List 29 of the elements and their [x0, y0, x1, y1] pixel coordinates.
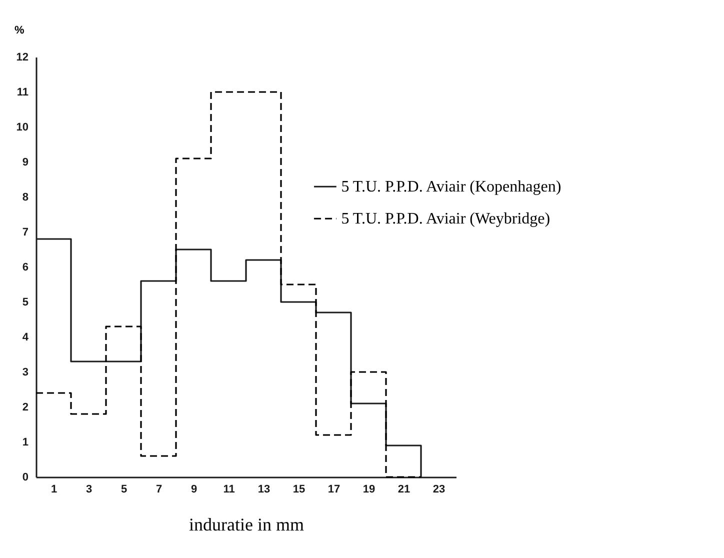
y-tick-label: 4: [22, 332, 30, 344]
y-axis-title: %: [14, 24, 24, 36]
x-tick-label: 11: [223, 484, 235, 496]
y-tick-label: 5: [22, 296, 28, 308]
y-tick-label: 8: [22, 192, 28, 204]
legend-label: 5 T.U. P.P.D. Aviair (Weybridge): [341, 210, 550, 228]
x-tick-label: 3: [86, 484, 92, 496]
y-tick-label: 9: [22, 156, 28, 168]
y-tick-label: 1: [22, 436, 28, 448]
x-tick-label: 1: [50, 484, 58, 496]
x-tick-label: 7: [156, 484, 162, 496]
x-tick-label: 15: [292, 484, 306, 496]
y-tick-label: 0: [22, 472, 28, 484]
x-tick-label: 5: [120, 484, 128, 496]
x-tick-label: 21: [398, 484, 410, 496]
x-tick-label: 13: [258, 484, 270, 496]
x-axis-title: induratie in mm: [189, 514, 304, 534]
y-tick-label: 10: [16, 122, 28, 134]
y-tick-label: 6: [22, 262, 28, 274]
x-tick-label: 17: [328, 484, 340, 496]
y-tick-label: 3: [22, 366, 28, 378]
x-tick-label: 19: [362, 484, 376, 496]
y-tick-label: 2: [22, 402, 28, 414]
x-tick-label: 23: [432, 484, 446, 496]
y-tick-label: 11: [16, 86, 28, 98]
x-tick-label: 9: [190, 484, 198, 496]
legend-label: 5 T.U. P.P.D. Aviair (Kopenhagen): [341, 178, 562, 196]
y-tick-label: 7: [22, 226, 28, 238]
y-tick-label: 12: [16, 52, 28, 64]
